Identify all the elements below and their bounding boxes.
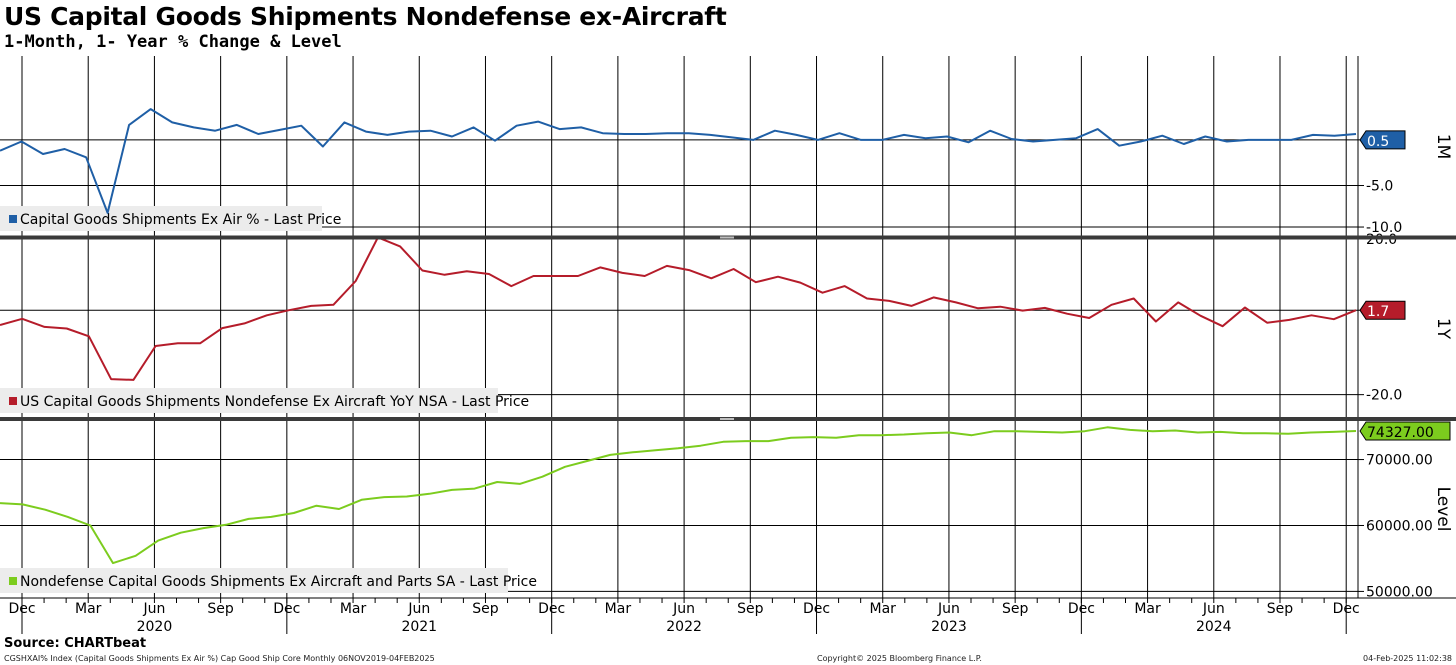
legend-label: Capital Goods Shipments Ex Air % - Last … (20, 212, 341, 228)
x-month-label: Sep (1002, 601, 1029, 617)
last-value-label: 74327.00 (1367, 425, 1434, 441)
chart-title: US Capital Goods Shipments Nondefense ex… (4, 2, 727, 31)
y-tick-label: 50000.00 (1366, 584, 1433, 600)
index-info-footer: CGSHXAI% Index (Capital Goods Shipments … (4, 654, 435, 663)
date-footer: 04-Feb-2025 11:02:38 (1363, 654, 1452, 663)
last-value-tag (1359, 421, 1451, 441)
y-tick-label: 20.0 (1366, 232, 1397, 248)
last-value-label: 0.5 (1367, 134, 1389, 150)
separator-handle (720, 236, 734, 239)
panel-side-label: 1M (1433, 134, 1453, 159)
last-value-tag (1359, 300, 1406, 320)
separator-handle (720, 418, 734, 420)
legend-swatch (9, 215, 17, 223)
last-value-tag (1359, 130, 1406, 150)
y-tick-label: 70000.00 (1366, 453, 1433, 469)
source-label: Source: CHARTbeat (4, 636, 147, 651)
x-month-label: Sep (737, 601, 764, 617)
x-year-label: 2024 (1196, 619, 1232, 635)
panel-side-label: Level (1433, 487, 1453, 532)
series-line-level (0, 426, 1357, 565)
y-tick-label: 60000.00 (1366, 518, 1433, 534)
x-month-label: Mar (870, 601, 897, 617)
x-month-label: Jun (142, 601, 165, 617)
x-month-label: Mar (340, 601, 367, 617)
x-year-label: 2021 (401, 619, 437, 635)
x-year-label: 2022 (666, 619, 702, 635)
legend-swatch (9, 397, 17, 405)
x-month-label: Mar (605, 601, 632, 617)
legend-label: Nondefense Capital Goods Shipments Ex Ai… (20, 574, 537, 590)
x-month-label: Sep (472, 601, 499, 617)
x-year-label: 2020 (137, 619, 173, 635)
y-tick-label: -5.0 (1366, 179, 1393, 195)
legend-box (0, 568, 508, 593)
y-tick-label: -10.0 (1366, 220, 1402, 236)
copyright-footer: Copyright© 2025 Bloomberg Finance L.P. (817, 654, 982, 663)
x-month-label: Mar (1134, 601, 1161, 617)
series-line-1y (0, 236, 1357, 381)
last-value-label: 1.7 (1367, 304, 1389, 320)
x-month-label: Jun (407, 601, 430, 617)
legend-box (0, 388, 498, 413)
panel-side-label: 1Y (1433, 318, 1453, 340)
legend-label: US Capital Goods Shipments Nondefense Ex… (20, 394, 529, 410)
x-month-label: Sep (207, 601, 234, 617)
legend-swatch (9, 577, 17, 585)
x-month-label: Jun (672, 601, 695, 617)
legend-box (0, 206, 322, 231)
x-year-label: 2023 (931, 619, 967, 635)
x-month-label: Jun (1202, 601, 1225, 617)
chart-subtitle: 1-Month, 1- Year % Change & Level (4, 32, 342, 52)
x-month-label: Jun (937, 601, 960, 617)
x-month-label: Sep (1267, 601, 1294, 617)
y-tick-label: -20.0 (1366, 388, 1402, 404)
x-month-label: Mar (75, 601, 102, 617)
series-line-1m (0, 108, 1357, 214)
